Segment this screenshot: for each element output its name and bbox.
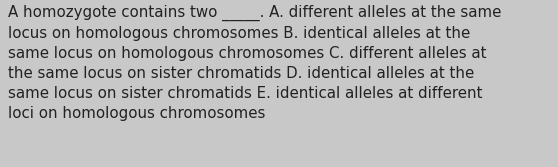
Text: A homozygote contains two _____. A. different alleles at the same
locus on homol: A homozygote contains two _____. A. diff… [8, 5, 502, 121]
